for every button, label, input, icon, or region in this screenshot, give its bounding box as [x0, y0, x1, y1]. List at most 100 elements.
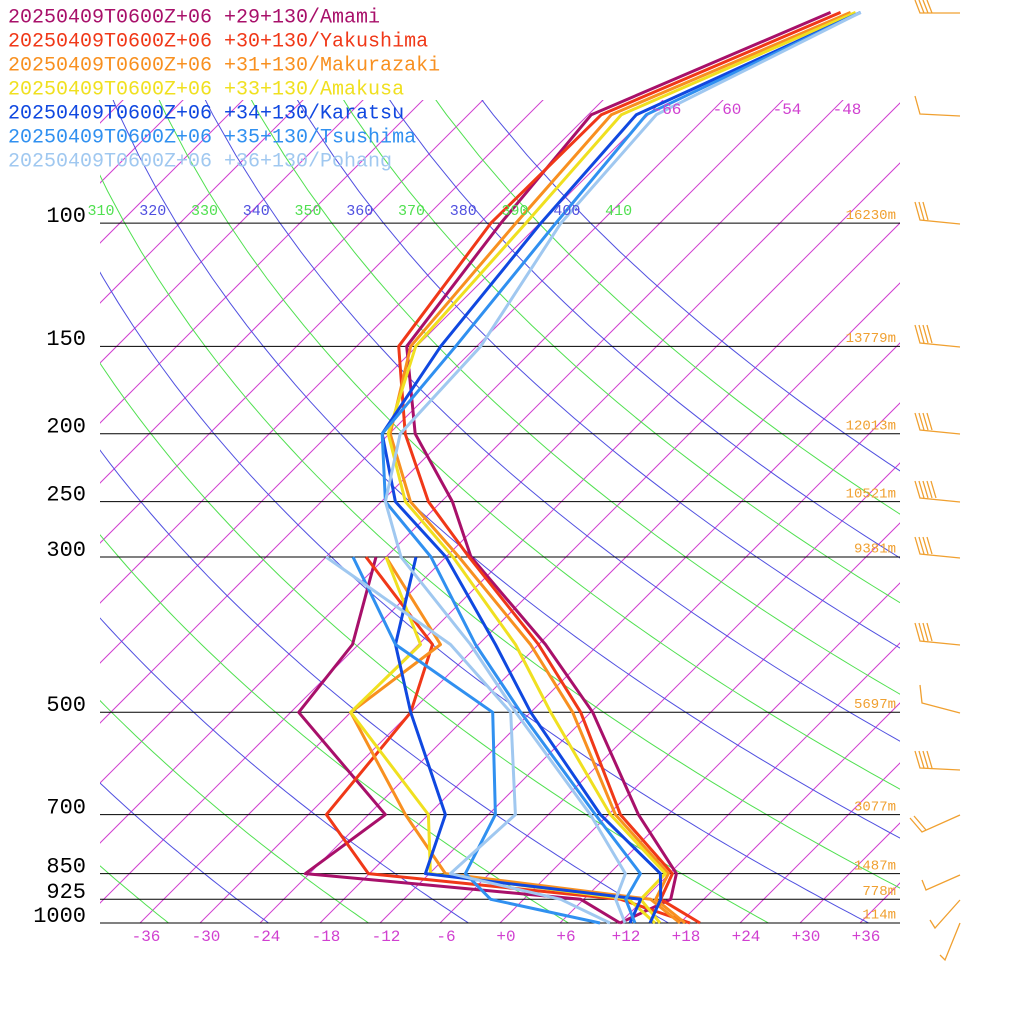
x-tick-label: +36: [852, 928, 881, 946]
dry-adiabat: [100, 271, 869, 923]
y-tick-label: 1000: [33, 904, 86, 929]
wind-barb: [939, 922, 961, 962]
x-tick-label: +0: [496, 928, 515, 946]
x-tick-label: +12: [612, 928, 641, 946]
dry-adiabat: [389, 100, 900, 559]
temperature-line: [386, 11, 857, 924]
isotherm: [619, 642, 900, 923]
dry-adiabat: [481, 100, 900, 472]
y-tick-label: 150: [46, 327, 86, 352]
isentrope-label: 330: [191, 203, 218, 220]
isotherm: [100, 100, 184, 184]
isentrope-label: 350: [295, 203, 322, 220]
y-tick-label: 500: [46, 693, 86, 718]
wind-barb: [914, 0, 960, 14]
height-label: 9381m: [854, 542, 896, 558]
temperature-line: [380, 11, 862, 924]
labels: 310 320 330 340 350 360 370 380 390 400 410 -66 -60 -…: [8, 6, 896, 946]
wind-barb: [921, 874, 961, 891]
isotherm-label: -48: [833, 101, 862, 119]
x-tick-label: -24: [252, 928, 281, 946]
isotherm: [100, 100, 664, 664]
isotherm: [319, 342, 900, 923]
dry-adiabat: [158, 100, 900, 790]
isentrope-label: 310: [87, 203, 114, 220]
y-tick-label: 250: [46, 482, 86, 507]
temperature-line: [397, 11, 842, 925]
isotherm: [100, 102, 900, 904]
wind-barb: [914, 750, 961, 771]
temperature-line: [383, 11, 862, 924]
y-tick-label: 850: [46, 854, 86, 879]
isentrope-label: 360: [346, 203, 373, 220]
isotherm: [679, 702, 900, 923]
dry-adiabat: [250, 100, 900, 695]
isentrope-label: 410: [605, 203, 632, 220]
isentrope-label: 390: [502, 203, 529, 220]
temperature-line: [380, 11, 862, 924]
dry-adiabat: [100, 174, 900, 889]
isotherm: [100, 100, 424, 424]
wind-barb: [914, 324, 961, 348]
height-label: 778m: [862, 884, 896, 900]
legend-entry: 20250409T0600Z+06 +29+130/Amami: [8, 6, 380, 29]
y-tick-label: 300: [46, 538, 86, 563]
height-label: 10521m: [846, 486, 896, 502]
isotherm: [259, 282, 900, 923]
x-tick-label: -30: [192, 928, 221, 946]
temperature-line: [405, 11, 832, 925]
temperature-line: [388, 11, 852, 925]
wind-barb: [914, 536, 961, 559]
y-tick-label: 700: [46, 795, 86, 820]
isentrope-label: 380: [450, 203, 477, 220]
isotherm: [799, 822, 900, 923]
dry-adiabat: [100, 699, 369, 923]
isentrope-label: 340: [243, 203, 270, 220]
isotherm: [559, 582, 900, 923]
wind-barb: [914, 95, 961, 117]
height-label: 114m: [862, 908, 896, 924]
wind-barb: [914, 412, 961, 435]
isotherm: [100, 100, 304, 304]
isotherm: [439, 462, 900, 923]
x-tick-label: -18: [312, 928, 341, 946]
isotherm: [139, 162, 900, 923]
wind-barb: [914, 201, 961, 225]
wind-barb: [914, 622, 961, 646]
y-tick-label: 100: [46, 204, 86, 229]
isotherm: [739, 762, 900, 923]
x-tick-label: +30: [792, 928, 821, 946]
height-label: 1487m: [854, 858, 896, 874]
dry-adiabat: [100, 865, 169, 923]
isotherm: [859, 882, 900, 923]
dewpoint-line: [349, 556, 681, 925]
wind-barb: [919, 684, 961, 714]
height-label: 3077m: [854, 799, 896, 815]
isentrope-label: 370: [398, 203, 425, 220]
height-label: 5697m: [854, 697, 896, 713]
height-label: 12013m: [846, 418, 896, 434]
height-label: 13779m: [846, 331, 896, 347]
dry-adiabat: [100, 534, 569, 923]
y-tick-label: 200: [46, 415, 86, 440]
isotherm: [100, 100, 364, 364]
dry-adiabat: [112, 100, 900, 839]
isentrope-label: 400: [553, 203, 580, 220]
x-tick-label: +24: [732, 928, 761, 946]
legend-entry: 20250409T0600Z+06 +36+130/Pohang: [8, 150, 392, 173]
isotherm: [100, 100, 784, 784]
legend-entry: 20250409T0600Z+06 +33+130/Amakusa: [8, 78, 404, 101]
x-tick-label: +18: [672, 928, 701, 946]
dry-adiabat: [100, 617, 469, 923]
dry-adiabat: [100, 782, 269, 923]
isotherm-label: -66: [653, 101, 682, 119]
pressure-levels: [100, 222, 900, 924]
dry-adiabat: [100, 449, 669, 923]
isotherm: [100, 100, 244, 244]
dewpoint-line: [351, 556, 601, 925]
y-tick-label: 925: [46, 880, 86, 905]
legend-entry: 20250409T0600Z+06 +35+130/Tsushima: [8, 126, 416, 149]
isentrope-label: 320: [139, 203, 166, 220]
